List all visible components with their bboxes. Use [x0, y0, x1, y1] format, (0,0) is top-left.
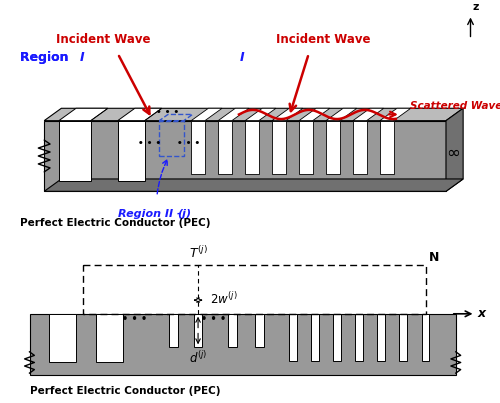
- Polygon shape: [380, 120, 394, 174]
- Text: $2w^{(j)}$: $2w^{(j)}$: [210, 291, 238, 307]
- Polygon shape: [400, 314, 407, 361]
- Polygon shape: [44, 179, 463, 191]
- Text: Perfect Electric Conductor (PEC): Perfect Electric Conductor (PEC): [20, 218, 210, 228]
- Polygon shape: [272, 108, 303, 120]
- Text: I: I: [240, 50, 244, 64]
- Text: I: I: [80, 50, 84, 64]
- Text: Scattered Wave: Scattered Wave: [410, 102, 500, 112]
- Polygon shape: [44, 120, 446, 191]
- Text: • • •: • • •: [156, 108, 180, 117]
- Polygon shape: [169, 314, 178, 347]
- Polygon shape: [228, 314, 237, 347]
- Polygon shape: [96, 314, 122, 362]
- Text: • • •: • • •: [122, 314, 148, 324]
- Text: • • •: • • •: [138, 139, 161, 148]
- Text: (j): (j): [178, 209, 192, 219]
- Polygon shape: [191, 108, 222, 120]
- Polygon shape: [422, 314, 430, 361]
- Polygon shape: [59, 108, 108, 120]
- Polygon shape: [245, 108, 276, 120]
- Polygon shape: [30, 314, 456, 375]
- Polygon shape: [334, 314, 341, 361]
- Polygon shape: [380, 108, 410, 120]
- Text: z: z: [473, 2, 480, 12]
- Polygon shape: [118, 120, 144, 181]
- Polygon shape: [191, 120, 205, 174]
- Polygon shape: [44, 108, 463, 120]
- Text: Region: Region: [20, 50, 72, 64]
- Polygon shape: [59, 120, 91, 181]
- Polygon shape: [118, 108, 162, 120]
- Text: • • •: • • •: [200, 314, 226, 324]
- Text: Region: Region: [20, 50, 72, 64]
- Text: $T^{(j)}$: $T^{(j)}$: [188, 245, 208, 261]
- Text: $d^{(j)}$: $d^{(j)}$: [189, 350, 208, 366]
- Polygon shape: [218, 120, 232, 174]
- Text: Perfect Electric Conductor (PEC): Perfect Electric Conductor (PEC): [30, 386, 220, 397]
- Text: N: N: [429, 251, 439, 264]
- Polygon shape: [299, 108, 330, 120]
- Text: ∞: ∞: [446, 143, 460, 162]
- Polygon shape: [245, 120, 259, 174]
- Polygon shape: [299, 120, 312, 174]
- Polygon shape: [353, 108, 384, 120]
- Polygon shape: [326, 120, 340, 174]
- Polygon shape: [91, 108, 108, 120]
- Polygon shape: [255, 314, 264, 347]
- Polygon shape: [194, 314, 202, 347]
- Polygon shape: [218, 108, 249, 120]
- Polygon shape: [356, 314, 363, 361]
- Polygon shape: [326, 108, 357, 120]
- Polygon shape: [311, 314, 319, 361]
- Text: x: x: [478, 307, 486, 320]
- Text: • • •: • • •: [177, 139, 201, 148]
- Polygon shape: [272, 120, 286, 174]
- Text: Incident Wave: Incident Wave: [276, 33, 371, 46]
- Polygon shape: [49, 314, 76, 362]
- Polygon shape: [289, 314, 297, 361]
- Polygon shape: [378, 314, 385, 361]
- Polygon shape: [353, 120, 366, 174]
- Polygon shape: [144, 108, 162, 120]
- Text: Region II -: Region II -: [118, 209, 185, 219]
- Text: Incident Wave: Incident Wave: [56, 33, 150, 46]
- Polygon shape: [446, 108, 463, 191]
